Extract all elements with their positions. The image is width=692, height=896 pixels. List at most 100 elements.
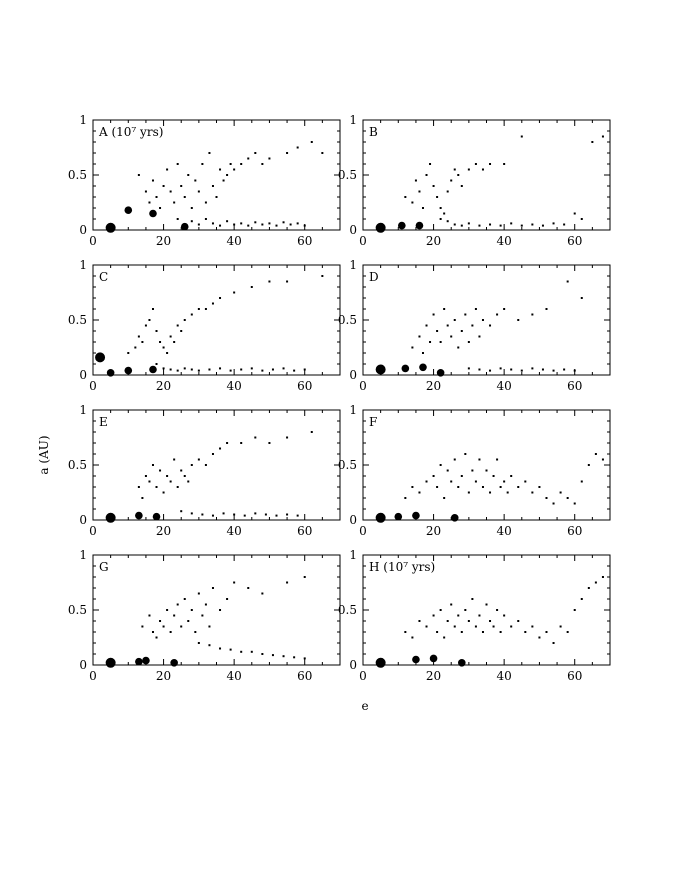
small-point (404, 196, 407, 198)
small-point (425, 324, 428, 327)
small-point (467, 222, 470, 225)
x-tick-label: 20 (156, 234, 171, 248)
small-point (481, 319, 484, 321)
small-point (471, 324, 474, 327)
small-point (286, 152, 289, 154)
panel-label: H (10⁷ yrs) (369, 560, 435, 574)
small-point (226, 174, 229, 176)
x-tick-label: 20 (426, 669, 441, 683)
large-point (436, 369, 445, 377)
small-point (282, 367, 285, 370)
small-point (453, 319, 456, 321)
x-tick-label: 40 (227, 669, 242, 683)
small-point (211, 185, 214, 187)
y-tick-label: 0 (349, 223, 357, 237)
small-point (457, 346, 460, 349)
small-point (226, 442, 229, 444)
small-point (219, 224, 222, 227)
large-point (124, 366, 133, 375)
small-point (169, 190, 172, 193)
large-point (106, 369, 115, 377)
large-point (419, 363, 427, 372)
small-point (293, 656, 296, 659)
small-point (474, 308, 477, 310)
small-point (166, 475, 169, 477)
small-point (180, 510, 183, 513)
small-point (425, 480, 428, 483)
small-point (155, 636, 158, 639)
panel-0: 0 20 40 60 0 0.5 1 A (10⁷ yrs) (68, 113, 341, 248)
small-point (538, 636, 541, 639)
panel-frame (362, 119, 611, 231)
small-point (286, 280, 289, 283)
large-point (180, 222, 189, 231)
small-point (436, 330, 439, 332)
small-point (204, 308, 207, 310)
small-point (204, 603, 207, 606)
small-point (524, 631, 527, 633)
small-point (450, 480, 453, 483)
small-point (159, 341, 162, 343)
small-point (144, 475, 147, 477)
small-point (573, 502, 576, 505)
small-point (268, 157, 271, 160)
small-point (254, 436, 257, 439)
small-point (201, 163, 204, 165)
small-point (439, 218, 442, 220)
y-axis-label: a (AU) (37, 435, 51, 474)
small-point (489, 491, 492, 494)
small-point (594, 453, 597, 455)
y-tick-label: 0.5 (338, 603, 357, 617)
small-point (151, 631, 154, 633)
x-tick-label: 0 (359, 669, 367, 683)
small-point (601, 576, 604, 578)
small-point (183, 475, 186, 477)
small-point (190, 207, 193, 209)
x-tick-label: 40 (227, 234, 242, 248)
small-point (531, 625, 534, 628)
small-point (240, 368, 243, 371)
x-tick-label: 60 (567, 524, 582, 538)
small-point (436, 486, 439, 488)
small-point (503, 308, 506, 310)
small-point (310, 431, 313, 433)
x-tick-label: 40 (227, 524, 242, 538)
small-point (425, 174, 428, 176)
small-point (418, 620, 421, 622)
small-point (559, 491, 562, 494)
small-point (411, 636, 414, 639)
small-point (446, 190, 449, 193)
panel-frame (92, 409, 341, 521)
small-point (134, 346, 137, 349)
small-point (144, 190, 147, 193)
x-tick-label: 60 (567, 669, 582, 683)
small-point (321, 152, 324, 154)
small-point (439, 207, 442, 209)
small-point (552, 369, 555, 372)
small-point (303, 224, 306, 227)
small-point (275, 514, 278, 517)
small-point (229, 648, 232, 651)
small-point (425, 625, 428, 628)
y-tick-label: 1 (79, 258, 87, 272)
small-point (432, 313, 435, 316)
small-point (233, 513, 236, 516)
small-point (453, 223, 456, 226)
small-point (587, 587, 590, 589)
x-tick-label: 60 (297, 524, 312, 538)
y-tick-label: 0 (349, 513, 357, 527)
small-point (226, 598, 229, 600)
small-point (439, 464, 442, 466)
small-point (450, 603, 453, 606)
small-point (159, 207, 162, 209)
large-point (375, 512, 386, 523)
small-point (481, 486, 484, 488)
small-point (439, 341, 442, 343)
small-point (197, 369, 200, 372)
panel-label: F (369, 415, 377, 429)
small-point (219, 647, 222, 650)
panel-label: D (369, 270, 379, 284)
small-point (211, 222, 214, 225)
small-point (268, 222, 271, 225)
small-point (541, 224, 544, 227)
